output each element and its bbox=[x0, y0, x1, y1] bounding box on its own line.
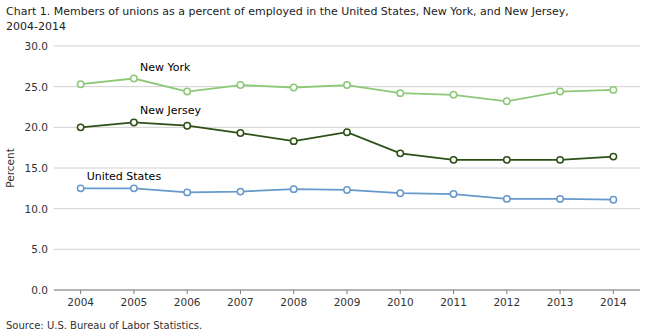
series-line bbox=[81, 79, 614, 102]
x-tick bbox=[187, 290, 188, 294]
x-tick-label: 2007 bbox=[227, 296, 254, 308]
chart: Chart 1. Members of unions as a percent … bbox=[0, 0, 650, 334]
point bbox=[344, 82, 350, 88]
point bbox=[450, 191, 456, 197]
subtitle: 2004-2014 bbox=[6, 20, 66, 33]
point bbox=[291, 84, 297, 90]
y-tick-label: 15.0 bbox=[25, 162, 48, 174]
x-tick bbox=[560, 290, 561, 294]
x-tick-label: 2004 bbox=[67, 296, 94, 308]
x-tick-label: 2005 bbox=[121, 296, 148, 308]
x-tick bbox=[347, 290, 348, 294]
point bbox=[610, 87, 616, 93]
x-tick-label: 2013 bbox=[547, 296, 574, 308]
point bbox=[77, 185, 83, 191]
y-tick-label: 25.0 bbox=[25, 81, 48, 93]
y-tick-label: 10.0 bbox=[25, 203, 48, 215]
x-tick bbox=[453, 290, 454, 294]
x-tick-label: 2011 bbox=[440, 296, 467, 308]
grid bbox=[54, 46, 640, 290]
point bbox=[77, 81, 83, 87]
y-tick-label: 5.0 bbox=[31, 243, 48, 255]
grid-line bbox=[54, 249, 640, 250]
x-tick bbox=[240, 290, 241, 294]
point bbox=[131, 75, 137, 81]
y-tick-label: 0.0 bbox=[31, 284, 48, 296]
point bbox=[184, 123, 190, 129]
series-label: New Jersey bbox=[140, 104, 202, 117]
series-line bbox=[81, 122, 614, 159]
point bbox=[397, 190, 403, 196]
grid-line bbox=[54, 127, 640, 128]
grid-line bbox=[54, 208, 640, 209]
point bbox=[131, 185, 137, 191]
point bbox=[237, 130, 243, 136]
point bbox=[557, 196, 563, 202]
y-tick-label: 20.0 bbox=[25, 121, 48, 133]
point bbox=[131, 119, 137, 125]
point bbox=[397, 90, 403, 96]
point bbox=[504, 157, 510, 163]
x-tick-label: 2014 bbox=[600, 296, 627, 308]
point bbox=[397, 150, 403, 156]
x-tick bbox=[613, 290, 614, 294]
point bbox=[504, 98, 510, 104]
x-tick-label: 2010 bbox=[387, 296, 414, 308]
x-tick bbox=[293, 290, 294, 294]
point bbox=[344, 187, 350, 193]
point bbox=[77, 124, 83, 130]
point bbox=[450, 92, 456, 98]
point bbox=[291, 186, 297, 192]
series-label: United States bbox=[87, 170, 162, 183]
x-tick bbox=[506, 290, 507, 294]
x-tick-label: 2006 bbox=[174, 296, 201, 308]
x-tick bbox=[133, 290, 134, 294]
y-tick-label: 30.0 bbox=[25, 40, 48, 52]
point bbox=[557, 157, 563, 163]
x-tick bbox=[400, 290, 401, 294]
point bbox=[344, 129, 350, 135]
point bbox=[237, 188, 243, 194]
plot-area bbox=[77, 75, 616, 203]
point bbox=[504, 196, 510, 202]
point bbox=[450, 157, 456, 163]
grid-line bbox=[54, 168, 640, 169]
point bbox=[610, 153, 616, 159]
x-tick bbox=[80, 290, 81, 294]
source: Source: U.S. Bureau of Labor Statistics. bbox=[6, 320, 202, 331]
x-tick-label: 2008 bbox=[280, 296, 307, 308]
series-labels: New York New Jersey United States bbox=[87, 61, 202, 184]
x-tick-label: 2012 bbox=[493, 296, 520, 308]
series-label: New York bbox=[140, 61, 191, 74]
point bbox=[610, 197, 616, 203]
title: Chart 1. Members of unions as a percent … bbox=[6, 5, 569, 18]
point bbox=[557, 88, 563, 94]
point bbox=[291, 138, 297, 144]
point bbox=[237, 82, 243, 88]
grid-line bbox=[54, 46, 640, 47]
y-axis-label: Percent bbox=[4, 148, 16, 188]
x-tick-label: 2009 bbox=[334, 296, 361, 308]
point bbox=[184, 88, 190, 94]
point bbox=[184, 189, 190, 195]
